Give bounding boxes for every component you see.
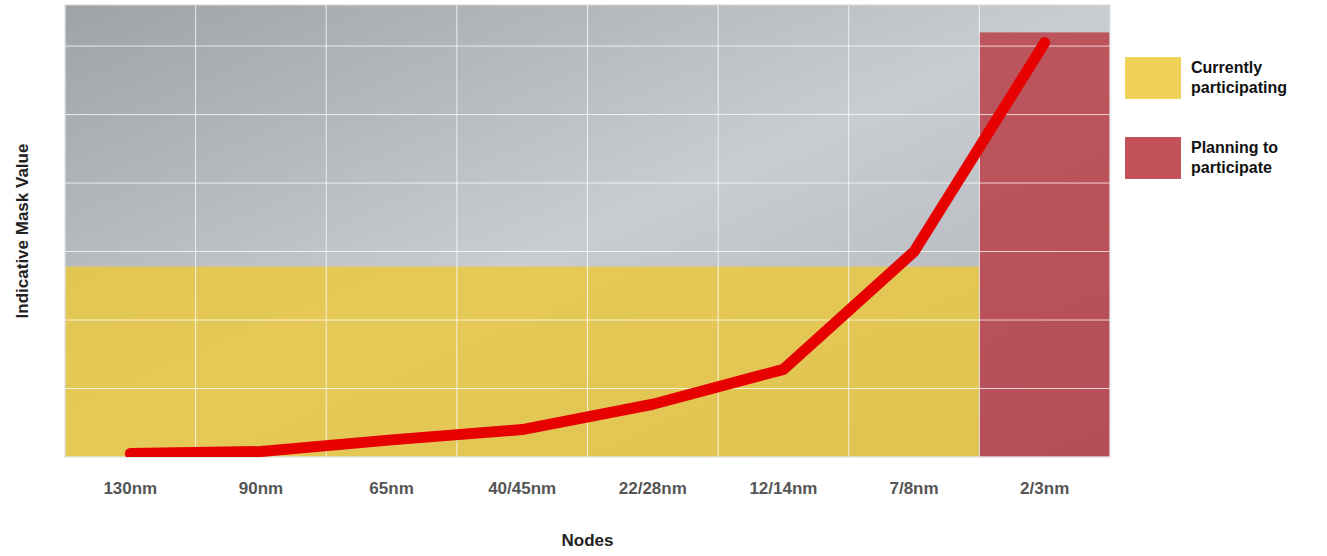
x-axis-title: Nodes: [562, 531, 614, 550]
band: [979, 32, 1110, 457]
x-tick-label: 130nm: [103, 479, 157, 498]
grid-line-vertical: [587, 5, 588, 457]
line-group: [130, 43, 1044, 454]
grid-line-vertical: [456, 5, 457, 457]
grid-line-vertical: [195, 5, 196, 457]
band: [326, 267, 457, 457]
y-axis-title: Indicative Mask Value: [13, 144, 32, 319]
mask-value-line: [130, 43, 1044, 454]
x-tick-label: 65nm: [369, 479, 413, 498]
x-tick-label: 12/14nm: [749, 479, 817, 498]
legend-swatch: [1125, 137, 1181, 179]
legend-label: Currentlyparticipating: [1191, 59, 1287, 96]
x-tick-label: 7/8nm: [889, 479, 938, 498]
legend-swatch: [1125, 57, 1181, 99]
x-tick-label: 40/45nm: [488, 479, 556, 498]
legend-label: Planning toparticipate: [1191, 139, 1278, 176]
x-tick-label: 22/28nm: [619, 479, 687, 498]
grid-line-vertical: [848, 5, 849, 457]
plot-frame: [65, 5, 1110, 457]
band: [718, 267, 849, 457]
x-tick-label: 2/3nm: [1020, 479, 1069, 498]
band: [588, 267, 719, 457]
x-tick-label: 90nm: [239, 479, 283, 498]
plot-background: [65, 5, 1110, 457]
band: [196, 267, 327, 457]
grid-line-vertical: [979, 5, 980, 457]
band: [65, 267, 196, 457]
grid-line-vertical: [326, 5, 327, 457]
chart: 130nm 90nm 65nm 40/45nm 22/28nm 12/14nm 7/8nm 2…: [0, 0, 1327, 556]
